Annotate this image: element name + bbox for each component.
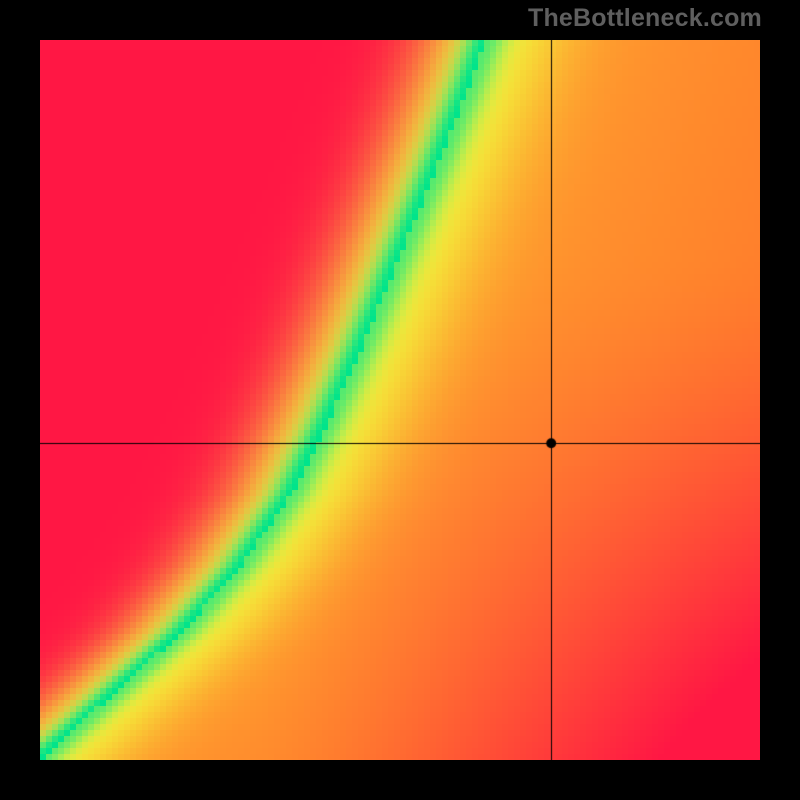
chart-root: TheBottleneck.com	[0, 0, 800, 800]
crosshair-overlay	[40, 40, 760, 760]
watermark-text: TheBottleneck.com	[528, 4, 762, 33]
